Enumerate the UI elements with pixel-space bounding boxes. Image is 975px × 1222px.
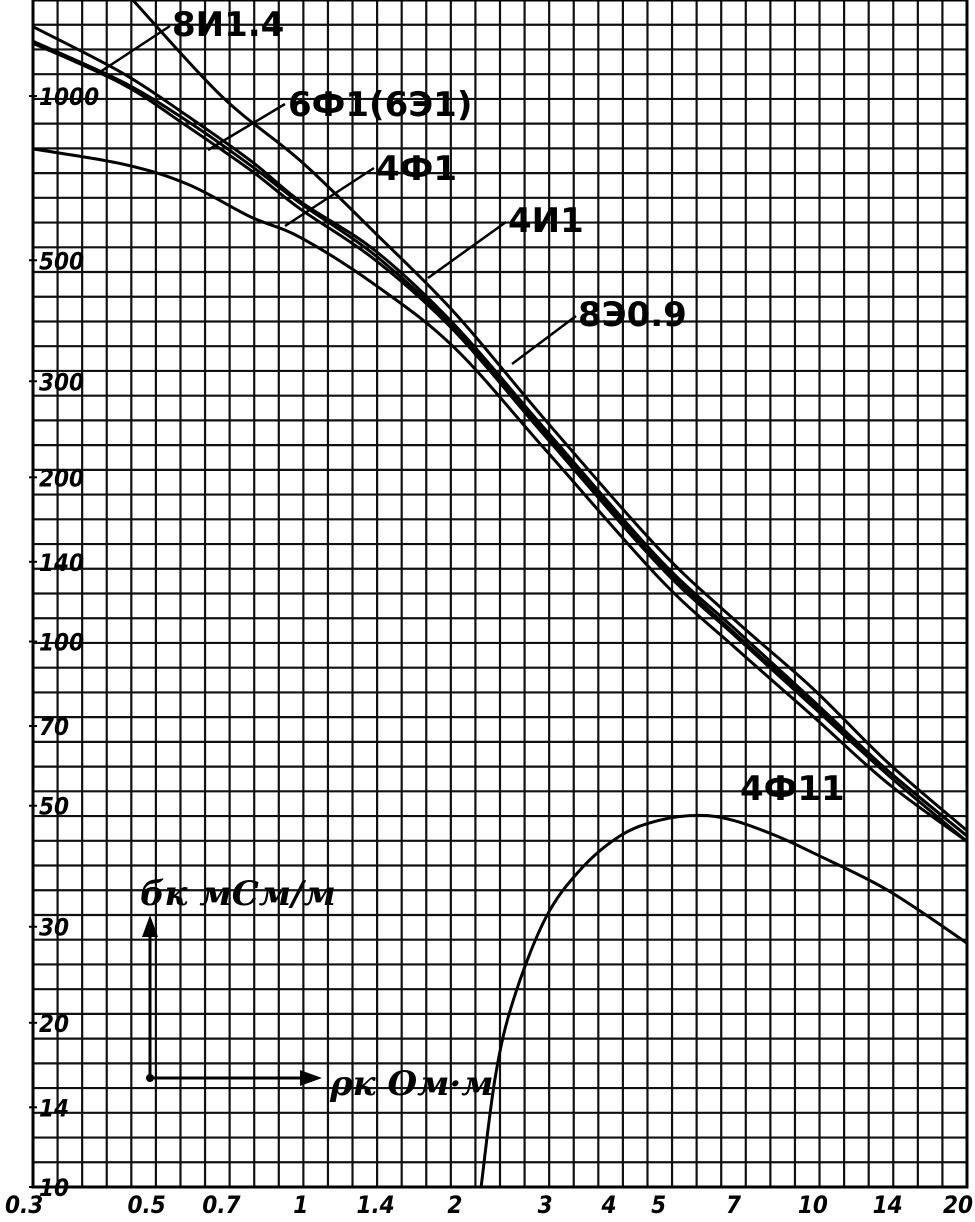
x-tick-label: 7 (726, 1191, 741, 1219)
series-label-leaders (99, 24, 577, 365)
y-tick-label: 1000 (39, 83, 99, 111)
y-tick-label: 70 (39, 713, 69, 741)
x-tick-label: 2 (447, 1191, 462, 1219)
y-axis-arrow-head (142, 915, 158, 937)
y-tick-label: 200 (39, 464, 84, 492)
series-line-0 (131, 0, 969, 833)
x-axis-title: ρк Ом·м (329, 1064, 494, 1104)
series-label-leader (207, 102, 286, 152)
x-axis-arrow-head (300, 1070, 322, 1086)
series-label-leader (284, 166, 375, 228)
series-line-4 (31, 147, 969, 843)
series-label-5: 4Ф11 (740, 769, 845, 809)
x-tick-label: 0.5 (127, 1191, 165, 1219)
y-tick-label: 30 (39, 914, 69, 942)
plot-frame (31, 0, 969, 1189)
y-tick-label: 14 (39, 1094, 69, 1122)
x-tick-label: 4 (601, 1191, 617, 1219)
x-tick-label: 1.4 (356, 1191, 394, 1219)
series-label-1: 6Ф1(6Э1) (288, 85, 472, 125)
series-label-3: 4И1 (508, 201, 584, 241)
series-label-leader (427, 220, 507, 280)
x-tick-label: 10 (798, 1191, 828, 1219)
series-line-3 (31, 39, 969, 838)
curves (31, 0, 969, 1189)
y-axis-title: бк мСм/м (140, 874, 336, 914)
series-label-4: 8Э0.9 (578, 295, 687, 335)
y-tick-label: 140 (39, 549, 84, 577)
series-line-5 (479, 813, 969, 1189)
axis-indicator: бк мСм/м ρк Ом·м (140, 874, 494, 1104)
y-tick-label: 500 (39, 247, 84, 275)
axis-origin-dot (146, 1074, 154, 1082)
y-tick-label: 300 (39, 368, 84, 396)
x-tick-label: 20 (943, 1191, 973, 1219)
series-label-leader (99, 24, 171, 74)
y-tick-label: 100 (39, 629, 84, 657)
x-tick-label: 0.3 (5, 1191, 43, 1219)
y-tick-label: 50 (39, 793, 69, 821)
x-tick-label: 1 (293, 1191, 308, 1219)
x-tick-label: 14 (873, 1191, 903, 1219)
series-label-2: 4Ф1 (376, 149, 457, 189)
x-tick-labels: 0.3 0.5 0.7 1 1.4 2 3 4 5 7 10 14 20 (5, 1191, 973, 1219)
series-label-0: 8И1.4 (172, 5, 284, 45)
series-label-leader (511, 315, 577, 365)
x-tick-label: 5 (651, 1191, 666, 1219)
x-tick-label: 3 (538, 1191, 553, 1219)
series-line-2 (31, 41, 969, 843)
y-tick-label: 20 (39, 1010, 69, 1038)
series-line-1 (31, 25, 969, 838)
x-tick-label: 0.7 (202, 1191, 240, 1219)
